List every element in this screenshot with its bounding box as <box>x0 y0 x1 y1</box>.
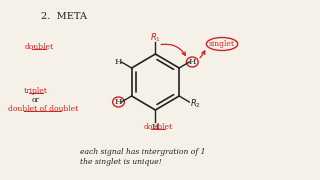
Text: doublet: doublet <box>24 43 53 51</box>
Text: H: H <box>115 98 122 106</box>
Text: H: H <box>152 123 159 131</box>
Text: H: H <box>188 58 196 66</box>
Text: or: or <box>32 96 40 104</box>
Text: $R_2$: $R_2$ <box>190 98 201 110</box>
Text: each signal has intergration of 1: each signal has intergration of 1 <box>80 148 205 156</box>
Text: triplet: triplet <box>24 87 48 95</box>
FancyArrowPatch shape <box>200 51 205 58</box>
Text: doublet of doublet: doublet of doublet <box>8 105 78 113</box>
Text: singlet: singlet <box>209 40 235 48</box>
Text: 2.  META: 2. META <box>41 12 87 21</box>
FancyArrowPatch shape <box>161 44 185 55</box>
Text: the singlet is unique!: the singlet is unique! <box>80 158 162 166</box>
Text: H: H <box>115 58 122 66</box>
Text: doublet: doublet <box>144 123 173 131</box>
Text: $R_1$: $R_1$ <box>150 32 161 44</box>
